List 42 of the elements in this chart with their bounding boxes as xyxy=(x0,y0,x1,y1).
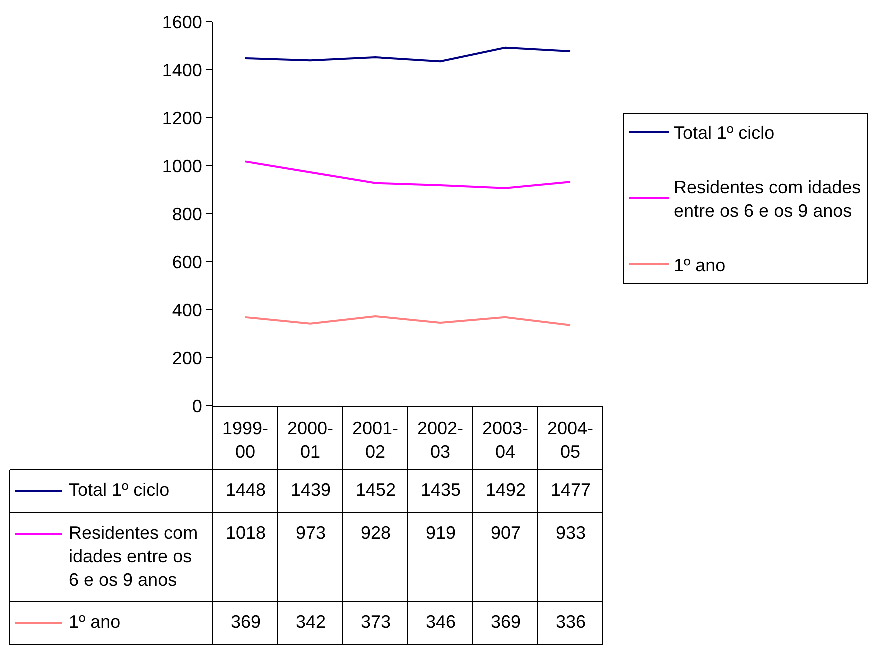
x-tick-label: 2002-03 xyxy=(417,418,464,462)
y-tick-label: 1600 xyxy=(162,12,202,32)
x-tick-label: 2000-01 xyxy=(287,418,334,462)
y-tick-label: 400 xyxy=(172,300,202,320)
data-label: 973 xyxy=(296,523,326,543)
data-label: 369 xyxy=(491,612,522,632)
y-tick-label: 1400 xyxy=(162,60,202,80)
data-label: 1018 xyxy=(226,523,266,543)
line-series xyxy=(244,46,572,63)
data-label: 1448 xyxy=(226,480,266,500)
y-tick-label: 600 xyxy=(172,252,202,272)
y-tick-label: 800 xyxy=(172,204,202,224)
legend-label: 1º ano xyxy=(674,255,726,276)
legend-label: Residentes com idades entre os 6 e os 9 anos xyxy=(674,178,862,222)
x-tick-label: 1999-00 xyxy=(222,418,269,462)
y-tick-label: 0 xyxy=(192,396,202,416)
data-label: 928 xyxy=(361,523,392,543)
y-tick-label: 1200 xyxy=(162,108,202,128)
data-label: 342 xyxy=(296,612,326,632)
data-label: 933 xyxy=(556,523,586,543)
data-label: 346 xyxy=(426,612,456,632)
line-series xyxy=(244,160,572,190)
x-tick-label: 2001-02 xyxy=(352,418,399,462)
y-tick-label: 200 xyxy=(172,348,202,368)
x-tick-label: 2004-05 xyxy=(547,418,594,462)
data-label: 919 xyxy=(426,523,456,543)
text: 1º ano xyxy=(69,612,121,632)
legend-label: Total 1º ciclo xyxy=(674,123,775,144)
data-label: 1452 xyxy=(356,480,396,500)
data-label: 907 xyxy=(491,523,522,543)
data-label: 369 xyxy=(231,612,262,632)
x-tick-label: 2003-04 xyxy=(482,418,529,462)
data-label: 1435 xyxy=(421,480,462,500)
data-label: 373 xyxy=(361,612,392,632)
line-series xyxy=(244,315,572,326)
data-label: 1477 xyxy=(551,480,592,500)
text: Residentes com idades entre os 6 e os 9 anos xyxy=(69,523,198,590)
text: Total 1º ciclo xyxy=(69,480,170,500)
data-label: 1492 xyxy=(486,480,526,500)
data-label: 336 xyxy=(556,612,586,632)
y-tick-label: 1000 xyxy=(162,156,202,176)
data-label: 1439 xyxy=(291,480,332,500)
